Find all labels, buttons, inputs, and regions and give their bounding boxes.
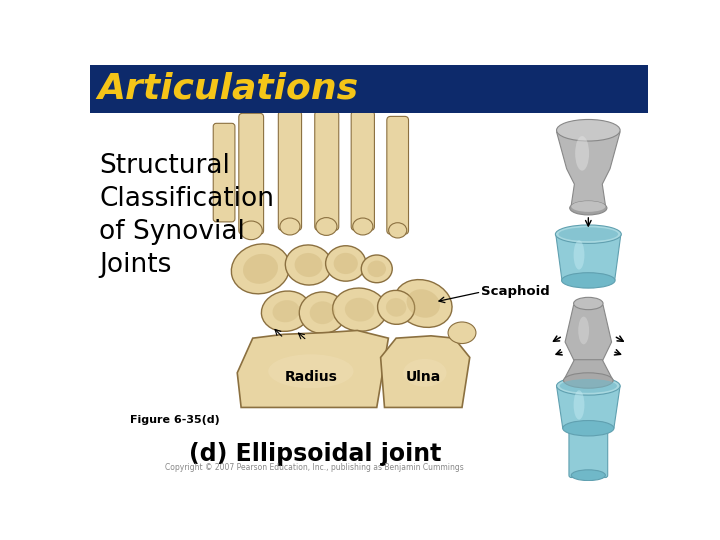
- Ellipse shape: [240, 221, 262, 240]
- FancyBboxPatch shape: [213, 123, 235, 222]
- Ellipse shape: [407, 289, 440, 318]
- Text: Structural
Classification
of Synovial
Joints: Structural Classification of Synovial Jo…: [99, 153, 274, 278]
- Polygon shape: [564, 360, 613, 381]
- Text: Copyright © 2007 Pearson Education, Inc., publishing as Benjamin Cummings: Copyright © 2007 Pearson Education, Inc.…: [166, 463, 464, 472]
- Polygon shape: [557, 132, 620, 205]
- Ellipse shape: [300, 292, 346, 334]
- Ellipse shape: [403, 359, 446, 387]
- Ellipse shape: [386, 298, 406, 316]
- Ellipse shape: [243, 254, 278, 284]
- Ellipse shape: [377, 291, 415, 325]
- Polygon shape: [381, 336, 469, 408]
- Ellipse shape: [559, 227, 618, 241]
- Ellipse shape: [285, 245, 332, 285]
- Ellipse shape: [574, 298, 603, 309]
- Ellipse shape: [555, 225, 621, 244]
- Ellipse shape: [280, 218, 300, 235]
- Text: Scaphoid: Scaphoid: [482, 286, 550, 299]
- FancyBboxPatch shape: [351, 111, 374, 231]
- Ellipse shape: [557, 377, 620, 395]
- Ellipse shape: [333, 253, 358, 274]
- Ellipse shape: [294, 253, 323, 277]
- Ellipse shape: [269, 354, 354, 388]
- Polygon shape: [238, 330, 388, 408]
- Ellipse shape: [389, 222, 407, 238]
- Ellipse shape: [325, 246, 366, 281]
- FancyBboxPatch shape: [569, 427, 608, 477]
- Text: (d) Ellipsoidal joint: (d) Ellipsoidal joint: [189, 442, 441, 466]
- FancyBboxPatch shape: [315, 111, 339, 231]
- Ellipse shape: [571, 470, 606, 481]
- Ellipse shape: [395, 280, 452, 327]
- Ellipse shape: [559, 379, 617, 393]
- Ellipse shape: [231, 244, 289, 294]
- Ellipse shape: [367, 260, 386, 277]
- Text: Ulna: Ulna: [405, 370, 441, 383]
- Ellipse shape: [333, 288, 387, 331]
- Ellipse shape: [574, 390, 585, 420]
- Ellipse shape: [575, 136, 589, 171]
- Ellipse shape: [557, 119, 620, 141]
- Ellipse shape: [574, 240, 585, 269]
- Text: Articulations: Articulations: [98, 72, 359, 106]
- Text: Figure 6-35(d): Figure 6-35(d): [130, 415, 220, 425]
- Ellipse shape: [310, 301, 336, 324]
- Ellipse shape: [562, 273, 615, 288]
- Text: Radius: Radius: [284, 370, 337, 383]
- Ellipse shape: [571, 201, 606, 212]
- Ellipse shape: [272, 300, 300, 322]
- FancyBboxPatch shape: [239, 113, 264, 234]
- Ellipse shape: [361, 255, 392, 283]
- Bar: [90, 65, 648, 112]
- Polygon shape: [557, 386, 620, 428]
- Ellipse shape: [570, 201, 607, 215]
- Ellipse shape: [345, 298, 374, 321]
- Ellipse shape: [563, 421, 614, 436]
- Ellipse shape: [578, 316, 589, 345]
- Polygon shape: [565, 305, 611, 361]
- FancyBboxPatch shape: [387, 117, 408, 234]
- FancyBboxPatch shape: [279, 111, 302, 231]
- Ellipse shape: [564, 373, 613, 388]
- Ellipse shape: [448, 322, 476, 343]
- Polygon shape: [556, 234, 621, 280]
- Ellipse shape: [353, 218, 373, 235]
- Ellipse shape: [316, 218, 337, 235]
- Ellipse shape: [261, 291, 311, 332]
